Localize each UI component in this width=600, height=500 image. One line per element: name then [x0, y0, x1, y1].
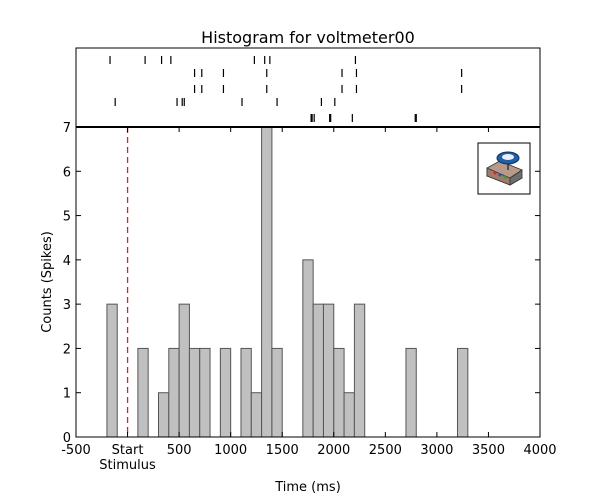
histogram-bar	[188, 347, 201, 438]
histogram-bar	[199, 347, 211, 438]
y-tick-label: 3	[63, 298, 71, 313]
voltmeter-device-icon	[477, 142, 531, 195]
x-tick-label: 3000	[420, 443, 453, 458]
histogram-bar	[178, 303, 190, 438]
chart-title: Histogram for voltmeter00	[201, 28, 415, 47]
x-tick-label: 1500	[266, 443, 299, 458]
y-tick-label: 5	[63, 210, 71, 225]
histogram-bar	[250, 392, 263, 438]
histogram-bar	[353, 303, 366, 438]
histogram-plot: -500 Start 500 1000 1500 2000 2500 3000 3500 4000…	[61, 121, 556, 473]
histogram-bar	[168, 347, 180, 438]
histogram-bar	[457, 347, 469, 438]
histogram-bar	[322, 303, 335, 438]
y-tick-label: 4	[63, 254, 71, 269]
histogram-bar	[333, 347, 345, 438]
raster-panel	[75, 47, 541, 128]
x-tick-label: -500	[61, 443, 91, 458]
x-axis-ticks: -500 Start 500 1000 1500 2000 2500 3000 3500 4000…	[61, 127, 557, 473]
x-tick-label: 3500	[472, 443, 505, 458]
x-tick-label: Start	[112, 443, 144, 458]
x-tick-label: 500	[167, 443, 192, 458]
x-tick-label: 4000	[523, 443, 556, 458]
histogram-bar	[271, 347, 283, 438]
histogram-bar	[137, 347, 149, 438]
x-tick-label: 2000	[317, 443, 350, 458]
y-tick-label: 1	[63, 387, 71, 402]
x-tick-label: 2500	[369, 443, 402, 458]
histogram-bar	[157, 392, 170, 438]
y-tick-label: 2	[63, 342, 71, 357]
raster-marks	[109, 56, 463, 122]
x-tick-sublabel: Stimulus	[99, 458, 156, 473]
y-tick-label: 7	[63, 121, 71, 136]
x-axis-label: Time (ms)	[274, 480, 341, 495]
histogram-bar	[219, 347, 232, 438]
y-tick-label: 6	[63, 165, 71, 180]
histogram-bars	[106, 126, 469, 438]
histogram-bar	[343, 392, 355, 438]
y-axis-ticks: 0 1 2 3 4 5 6 7	[63, 121, 540, 446]
histogram-bar	[312, 303, 324, 438]
y-axis-label: Counts (Spikes)	[40, 231, 55, 333]
histogram-bar	[405, 347, 417, 438]
histogram-bar	[302, 259, 314, 438]
x-tick-label: 1000	[214, 443, 247, 458]
histogram-bar	[106, 303, 118, 438]
histogram-bar	[261, 126, 273, 438]
histogram-bar	[240, 347, 252, 438]
y-tick-label: 0	[63, 431, 71, 446]
